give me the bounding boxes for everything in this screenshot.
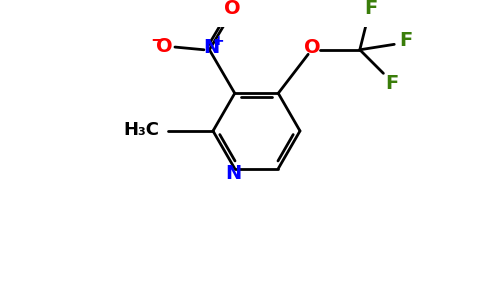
Text: F: F [385, 74, 398, 93]
Text: O: O [304, 38, 321, 58]
Text: O: O [224, 0, 241, 18]
Text: F: F [399, 31, 413, 50]
Text: H₃C: H₃C [123, 121, 160, 139]
Text: −: − [150, 30, 164, 48]
Text: F: F [364, 0, 378, 19]
Text: N: N [203, 38, 219, 58]
Text: +: + [212, 34, 224, 48]
Text: O: O [156, 37, 172, 56]
Text: N: N [226, 164, 242, 183]
